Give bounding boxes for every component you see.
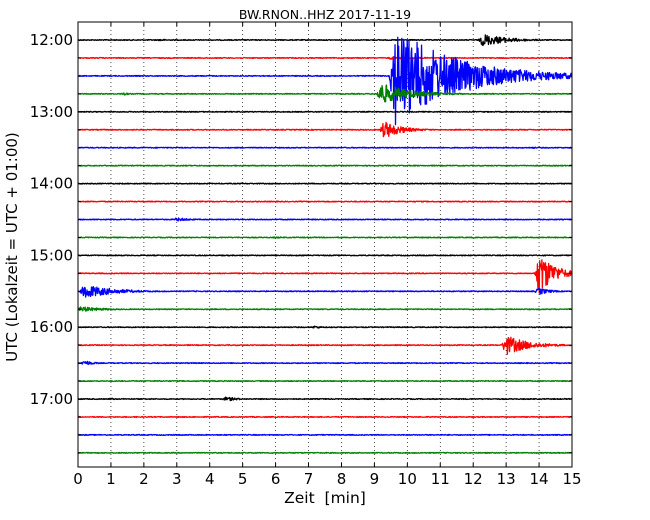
trace-1645 bbox=[78, 379, 572, 383]
trace-1245 bbox=[78, 84, 572, 103]
y-tick-label: 13:00 bbox=[30, 103, 73, 121]
trace-layer bbox=[78, 34, 572, 454]
y-tick-label: 14:00 bbox=[30, 175, 73, 193]
trace-1700 bbox=[78, 396, 572, 402]
y-tick-label: 16:00 bbox=[30, 318, 73, 336]
trace-1500 bbox=[78, 254, 572, 257]
x-tick-label: 5 bbox=[238, 470, 248, 488]
trace-1730 bbox=[78, 433, 572, 436]
trace-1630 bbox=[78, 360, 572, 365]
trace-1545 bbox=[78, 306, 572, 312]
x-axis-label: Zeit [min] bbox=[284, 489, 366, 507]
x-tick-label: 9 bbox=[370, 470, 380, 488]
trace-1315 bbox=[78, 121, 572, 138]
x-tick-label: 11 bbox=[431, 470, 450, 488]
y-tick-label: 17:00 bbox=[30, 390, 73, 408]
chart-title: BW.RNON..HHZ 2017-11-19 bbox=[239, 7, 411, 22]
trace-1215 bbox=[78, 56, 572, 60]
trace-1515 bbox=[78, 259, 572, 294]
x-tick-label: 14 bbox=[530, 470, 549, 488]
x-tick-label: 6 bbox=[271, 470, 281, 488]
x-tick-label: 1 bbox=[106, 470, 116, 488]
y-axis-label: UTC (Lokalzeit = UTC + 01:00) bbox=[3, 132, 21, 362]
trace-1600 bbox=[78, 325, 572, 329]
trace-1230 bbox=[78, 36, 572, 126]
trace-1715 bbox=[78, 415, 572, 419]
y-tick-label: 12:00 bbox=[30, 31, 73, 49]
x-tick-label: 4 bbox=[205, 470, 215, 488]
x-tick-label: 2 bbox=[139, 470, 149, 488]
trace-1445 bbox=[78, 236, 572, 239]
trace-1200 bbox=[78, 34, 572, 46]
x-tick-label: 0 bbox=[73, 470, 83, 488]
trace-1415 bbox=[78, 200, 572, 203]
trace-1400 bbox=[78, 182, 572, 185]
trace-1345 bbox=[78, 164, 572, 167]
trace-1530 bbox=[78, 286, 572, 298]
trace-1330 bbox=[78, 146, 572, 150]
grid-layer bbox=[110, 22, 540, 467]
x-tick-label: 7 bbox=[304, 470, 314, 488]
x-tick-label: 8 bbox=[337, 470, 347, 488]
trace-1300 bbox=[78, 110, 572, 113]
y-tick-label: 15:00 bbox=[30, 246, 73, 264]
tick-layer: 0 1 2 3 4 5 6 7 8 9 10 11 12 13 14 1512:0013:0014:0015:… bbox=[30, 22, 582, 488]
x-tick-label: 3 bbox=[172, 470, 182, 488]
trace-1615 bbox=[78, 336, 572, 355]
plot-frame bbox=[77, 21, 573, 468]
x-tick-label: 15 bbox=[562, 470, 581, 488]
x-tick-label: 12 bbox=[464, 470, 483, 488]
trace-1430 bbox=[78, 217, 572, 222]
trace-1745 bbox=[78, 451, 572, 454]
x-tick-label: 10 bbox=[398, 470, 417, 488]
x-tick-label: 13 bbox=[497, 470, 516, 488]
